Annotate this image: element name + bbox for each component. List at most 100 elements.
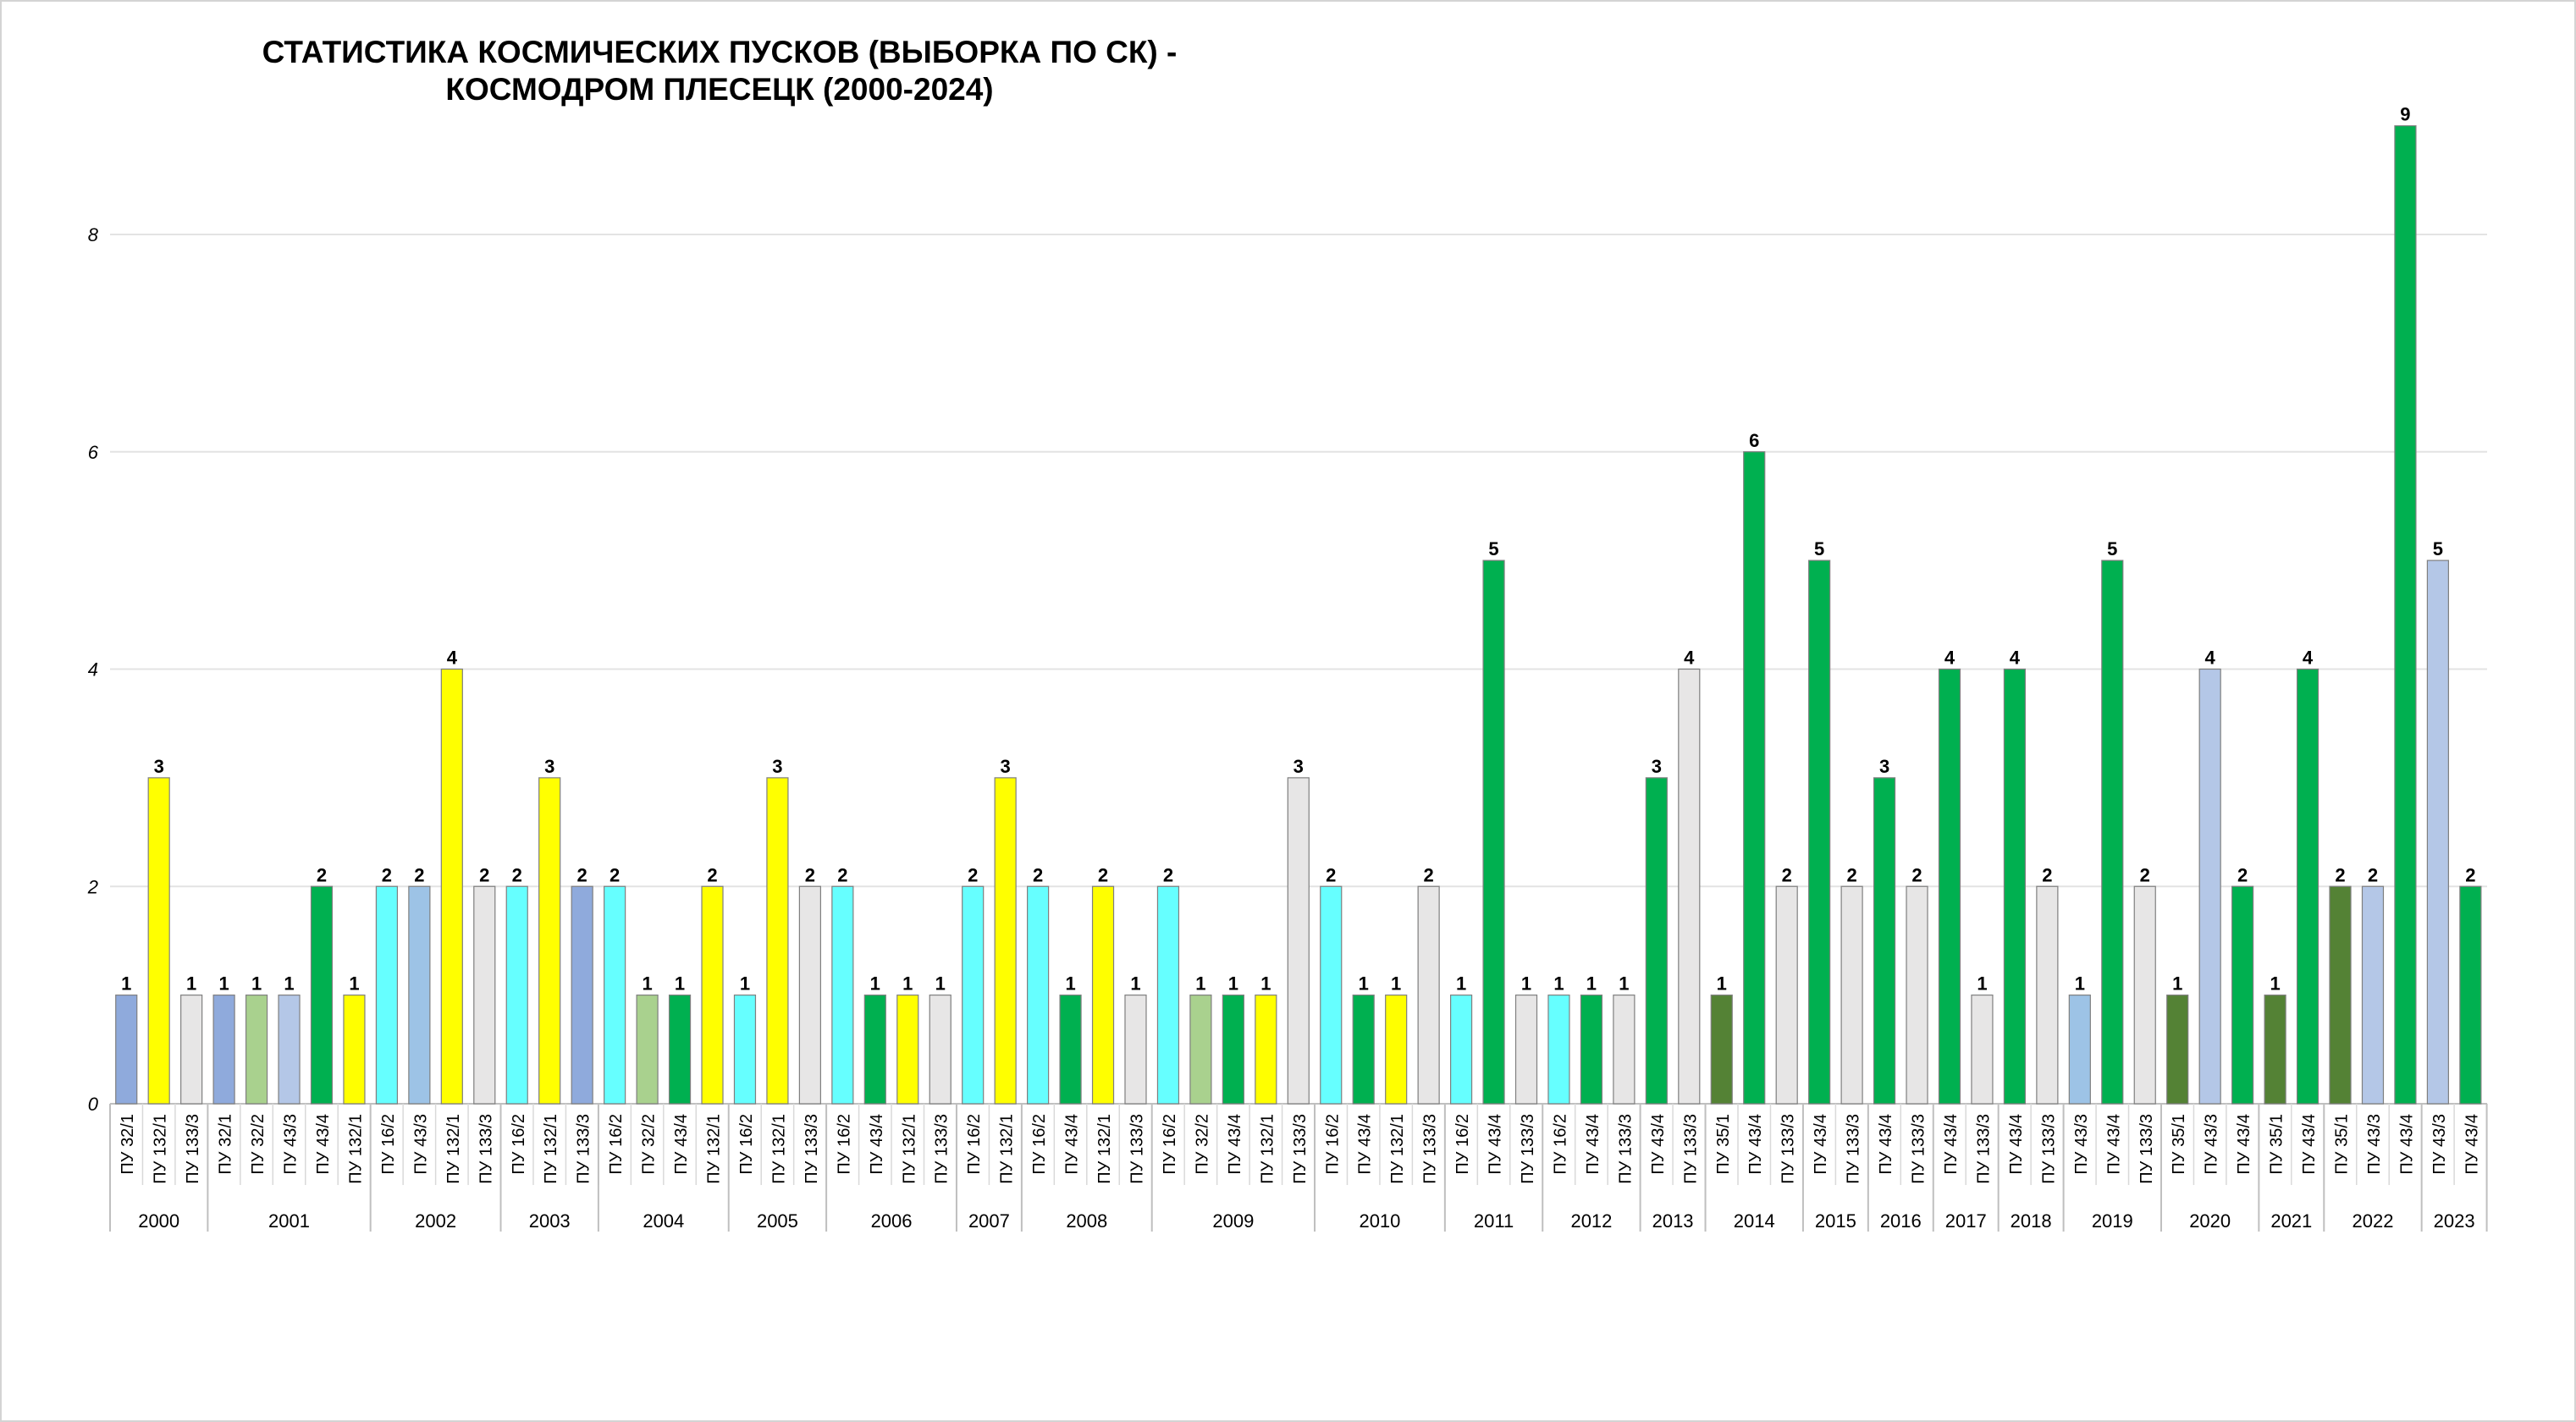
bar [1027,885,1050,1105]
year-label: 2005 [757,1210,798,1232]
data-label: 1 [251,973,262,995]
bar [1678,668,1701,1105]
bar [1189,995,1212,1105]
data-label: 1 [1977,973,1987,995]
data-label: 1 [935,973,946,995]
x-tick-label: ПУ 16/2 [737,1114,756,1175]
x-tick-label: ПУ 35/1 [2170,1114,2188,1175]
bar [2394,125,2417,1105]
data-label: 2 [1782,864,1792,885]
year-label: 2017 [1945,1210,1987,1232]
data-label: 1 [1553,973,1564,995]
data-label: 1 [1195,973,1205,995]
bar [375,885,399,1105]
data-label: 2 [610,864,620,885]
bar [896,995,919,1105]
data-label: 1 [1391,973,1401,995]
x-tick-label: ПУ 43/3 [2072,1114,2091,1175]
x-tick-label: ПУ 16/2 [835,1114,853,1175]
bar [212,995,235,1105]
x-tick-label: ПУ 16/2 [607,1114,626,1175]
data-label: 5 [1814,538,1824,559]
x-tick-label: ПУ 43/4 [1063,1114,1082,1175]
x-tick-label: ПУ 133/3 [477,1114,495,1184]
bar [147,777,170,1105]
year-label: 2011 [1474,1210,1514,1232]
x-tick-label: ПУ 133/3 [1519,1114,1537,1184]
data-label: 2 [414,864,424,885]
chart-title: СТАТИСТИКА КОСМИЧЕСКИХ ПУСКОВ (ВЫБОРКА П… [262,35,1178,107]
data-label: 1 [902,973,913,995]
data-label: 1 [2270,973,2280,995]
bar [1124,995,1147,1105]
bar [2231,885,2254,1105]
data-label: 1 [1065,973,1075,995]
x-tick-label: ПУ 132/1 [769,1114,788,1184]
year-label: 2003 [529,1210,571,1232]
data-label: 2 [577,864,587,885]
bar [1417,885,1440,1105]
bar [343,995,366,1105]
x-tick-label: ПУ 132/1 [346,1114,365,1184]
x-tick-label: ПУ 43/3 [282,1114,301,1175]
x-tick-label: ПУ 133/3 [803,1114,821,1184]
x-tick-label: ПУ 16/2 [1551,1114,1569,1175]
bar [636,995,659,1105]
x-tick-label: ПУ 132/1 [1095,1114,1114,1184]
bar [1840,885,1863,1105]
bar [2361,885,2385,1105]
x-tick-label: ПУ 132/1 [1388,1114,1407,1184]
bar [1547,995,1570,1105]
data-label: 1 [1260,973,1271,995]
bar [2264,995,2286,1105]
bar [505,885,528,1105]
data-label: 2 [317,864,327,885]
x-tick-label: ПУ 43/3 [2365,1114,2384,1175]
bar [1091,885,1115,1105]
x-tick-label: ПУ 43/4 [2235,1114,2253,1175]
x-tick-label: ПУ 32/2 [1193,1114,1211,1175]
year-label: 2018 [2011,1210,2052,1232]
data-label: 2 [837,864,847,885]
x-tick-label: ПУ 133/3 [1128,1114,1146,1184]
bar [831,885,854,1105]
data-label: 4 [447,648,458,669]
data-label: 2 [2465,864,2475,885]
year-label: 2016 [1880,1210,1922,1232]
bar [1873,777,1896,1105]
bar [1971,995,1994,1105]
x-tick-label: ПУ 32/1 [119,1114,137,1175]
data-label: 1 [1717,973,1727,995]
x-tick-label: ПУ 133/3 [1974,1114,1993,1184]
x-tick-label: ПУ 16/2 [1161,1114,1179,1175]
data-label: 2 [1163,864,1173,885]
x-tick-label: ПУ 43/4 [2397,1114,2416,1175]
data-label: 1 [284,973,294,995]
data-label: 3 [1879,756,1889,777]
bar [1156,885,1180,1105]
bar [766,777,789,1105]
x-tick-label: ПУ 35/1 [2268,1114,2286,1175]
x-tick-label: ПУ 133/3 [1681,1114,1700,1184]
x-tick-label: ПУ 132/1 [444,1114,463,1184]
year-label: 2012 [1570,1210,1612,1232]
data-label: 1 [218,973,229,995]
y-tick-label: 2 [87,876,98,897]
data-label: 3 [154,756,164,777]
x-tick-label: ПУ 133/3 [184,1114,202,1184]
bar [2329,885,2352,1105]
x-tick-label: ПУ 32/2 [249,1114,268,1175]
bar [2296,668,2320,1105]
data-label: 1 [2172,973,2182,995]
x-tick-label: ПУ 43/4 [1584,1114,1602,1175]
year-label: 2002 [415,1210,456,1232]
year-label: 2020 [2189,1210,2231,1232]
year-label: 2013 [1652,1210,1694,1232]
x-tick-label: ПУ 43/4 [2104,1114,2123,1175]
data-label: 3 [1294,756,1304,777]
data-label: 2 [1326,864,1336,885]
x-tick-label: ПУ 133/3 [1616,1114,1635,1184]
bar [310,885,334,1105]
x-tick-label: ПУ 133/3 [1845,1114,1863,1184]
